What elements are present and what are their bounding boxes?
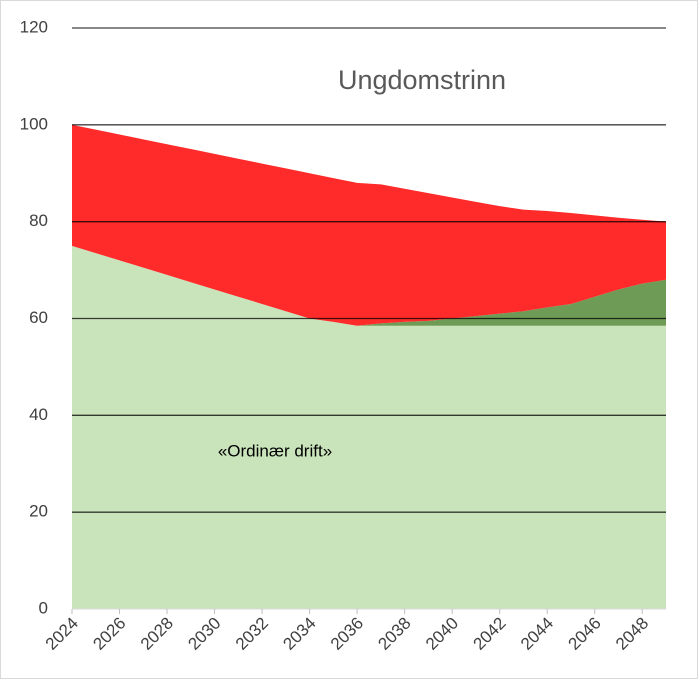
chart-title: Ungdomstrinn — [338, 65, 506, 95]
area — [72, 245, 666, 609]
y-tick-label: 80 — [29, 211, 48, 230]
plot — [72, 124, 666, 609]
area — [72, 124, 666, 326]
annotation: «Ordinær drift» — [218, 441, 332, 460]
y-tick-label: 60 — [29, 308, 48, 327]
y-tick-label: 0 — [39, 598, 48, 617]
area — [72, 245, 666, 326]
y-tick-label: 120 — [20, 17, 48, 36]
y-tick-label: 20 — [29, 502, 48, 521]
y-tick-label: 100 — [20, 114, 48, 133]
y-tick-label: 40 — [29, 405, 48, 424]
